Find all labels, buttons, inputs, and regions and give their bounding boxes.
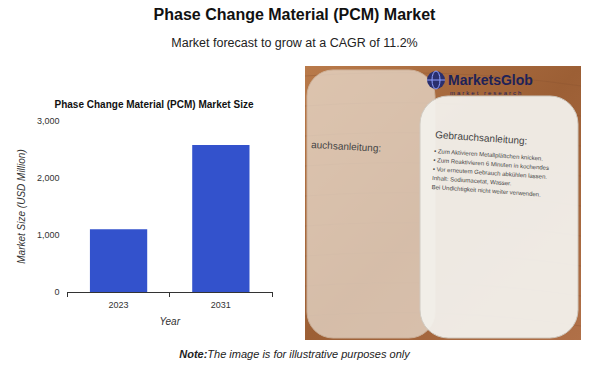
svg-text:Inhalt: Sodiumacetat, Wasser.: Inhalt: Sodiumacetat, Wasser. — [432, 174, 512, 187]
svg-text:1,000: 1,000 — [37, 230, 60, 240]
svg-text:• Zum Aktivieren Metallplättch: • Zum Aktivieren Metallplättchen knicken… — [433, 148, 544, 162]
svg-text:Year: Year — [159, 316, 180, 327]
svg-text:auchsanleitung:: auchsanleitung: — [311, 139, 382, 154]
html-text:Market forecast to grow at a C: Market forecast to grow at a CAGR of 11.… — [171, 36, 418, 50]
svg-text:• Zum Reaktivieren 6 Minuten i: • Zum Reaktivieren 6 Minuten in kochende… — [433, 157, 550, 171]
svg-text:Gebrauchsanleitung:: Gebrauchsanleitung: — [435, 129, 528, 146]
svg-text:2023: 2023 — [109, 300, 129, 310]
svg-text:market research: market research — [450, 90, 523, 96]
svg-text:0: 0 — [54, 287, 59, 297]
svg-text:Bei Undichtigkeit nicht weiter: Bei Undichtigkeit nicht weiter verwenden… — [431, 184, 541, 198]
svg-text:• Vor erneutem Gebrauch abkühl: • Vor erneutem Gebrauch abkühlen lassen. — [432, 165, 548, 180]
svg-text:Market Size (USD Million): Market Size (USD Million) — [16, 149, 27, 263]
html-text:Phase Change Material (PCM) Ma: Phase Change Material (PCM) Market — [153, 6, 436, 23]
svg-text:MarketsGlob: MarketsGlob — [448, 72, 533, 88]
html-text:Note: The image is for illustr: Note: The image is for illustrative purp… — [179, 348, 410, 360]
svg-text:Phase Change Material (PCM) Ma: Phase Change Material (PCM) Market Size — [55, 99, 254, 110]
svg-text:2,000: 2,000 — [37, 173, 60, 183]
svg-text:3,000: 3,000 — [37, 116, 60, 126]
svg-text:2031: 2031 — [211, 300, 231, 310]
